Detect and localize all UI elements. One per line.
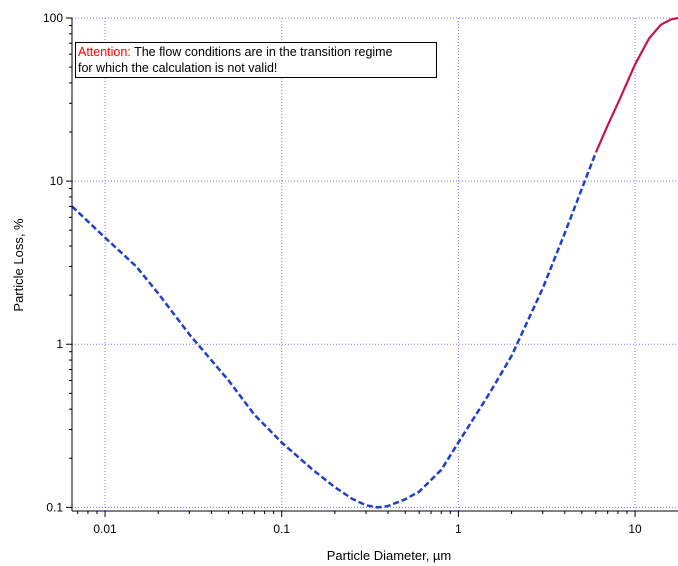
series-solid-line	[596, 18, 678, 152]
grid	[72, 18, 678, 511]
x-tick-label: 0.01	[93, 522, 117, 536]
y-tick-label: 0.1	[46, 500, 63, 514]
warning-line-1: Attention: The flow conditions are in th…	[78, 44, 434, 60]
warning-annotation: Attention: The flow conditions are in th…	[75, 42, 437, 78]
x-tick-label: 10	[628, 522, 642, 536]
warning-prefix: Attention:	[78, 45, 131, 59]
y-tick-label: 100	[43, 11, 63, 25]
warning-line-2: for which the calculation is not valid!	[78, 60, 434, 76]
warning-text: The flow conditions are in the transitio…	[131, 45, 393, 59]
x-tick-label: 1	[455, 522, 462, 536]
tick-labels: 0.01 0.1 1 10 0.1 1 10 100	[43, 11, 642, 536]
series-dashed-line	[72, 152, 596, 507]
x-axis-title: Particle Diameter, µm	[327, 548, 452, 563]
y-axis-title: Particle Loss, %	[11, 218, 26, 312]
ticks	[66, 18, 635, 517]
x-tick-label: 0.1	[273, 522, 290, 536]
series-lines	[72, 18, 678, 507]
y-tick-label: 10	[50, 174, 64, 188]
plot-frame	[72, 18, 678, 511]
y-tick-label: 1	[56, 337, 63, 351]
